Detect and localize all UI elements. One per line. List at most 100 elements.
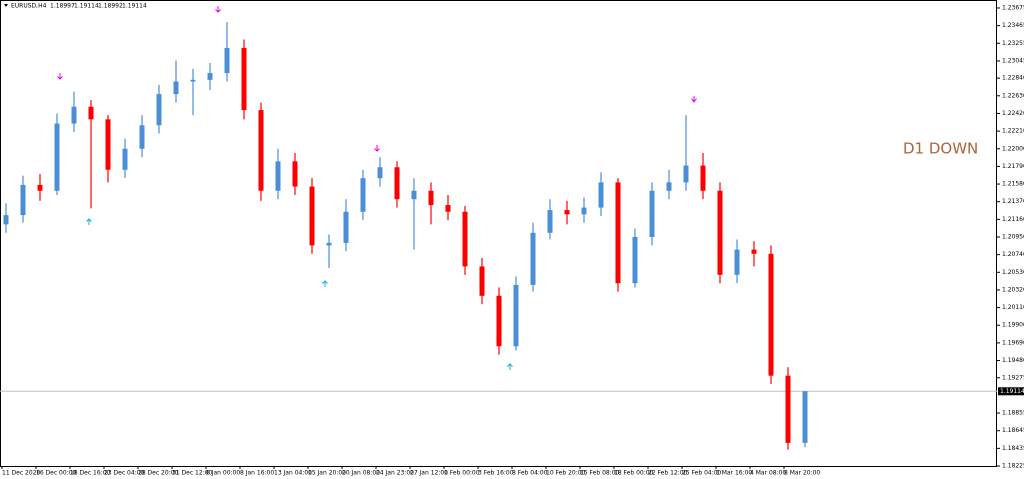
candle-body <box>105 119 111 170</box>
x-tick-label: 1 Mar 16:00 <box>716 470 752 477</box>
price-box <box>998 387 1024 396</box>
candle-body <box>513 284 519 347</box>
x-tick-label: 6 Jan 00:00 <box>206 470 240 477</box>
candle-body <box>88 106 94 120</box>
x-tick-label: 4 Mar 08:00 <box>750 470 786 477</box>
x-tick-label: 10 Feb 20:00 <box>546 470 586 477</box>
candle-body <box>700 165 706 191</box>
x-tick-label: 8 Feb 04:00 <box>512 470 548 477</box>
candle-body <box>394 167 400 200</box>
candle-body <box>530 232 536 285</box>
x-tick-label: 18 Feb 00:00 <box>614 470 654 477</box>
x-tick-label: 27 Jan 12:00 <box>410 470 448 477</box>
plot-frame <box>0 0 997 467</box>
y-tick-label: 1.18435 <box>1002 445 1024 452</box>
candle-body <box>479 266 485 296</box>
y-tick-label: 1.20740 <box>1002 251 1024 258</box>
sell-arrow <box>374 145 380 152</box>
x-tick-label: 22 Feb 12:00 <box>648 470 688 477</box>
y-tick-label: 1.20530 <box>1002 269 1024 276</box>
candle-body <box>54 123 60 191</box>
candle-body <box>241 47 247 111</box>
annotation: D1 DOWN <box>903 140 978 158</box>
y-tick-label: 1.18645 <box>1002 427 1024 434</box>
candle-body <box>343 211 349 243</box>
candle-body <box>173 81 179 95</box>
candle-body <box>258 110 264 191</box>
x-tick-label: 16 Dec 00:00 <box>36 470 77 477</box>
candle-body <box>292 161 298 187</box>
candle-body <box>411 190 417 200</box>
candle-body <box>462 211 468 267</box>
y-tick-label: 1.22000 <box>1002 145 1024 152</box>
x-tick-label: 25 Feb 04:00 <box>682 470 722 477</box>
candle-body <box>428 190 434 206</box>
candle-body <box>190 79 196 82</box>
candle-body <box>649 190 655 237</box>
y-tick-label: 1.18855 <box>1002 410 1024 417</box>
candle-body <box>751 249 757 254</box>
buy-arrow <box>507 363 513 370</box>
y-tick-label: 1.19900 <box>1002 322 1024 329</box>
buy-arrow <box>86 218 92 225</box>
candle-body <box>309 186 315 246</box>
x-tick-label: 13 Jan 04:00 <box>274 470 312 477</box>
y-tick-label: 1.22420 <box>1002 110 1024 117</box>
x-tick-label: 31 Dec 12:00 <box>172 470 213 477</box>
candle-body <box>224 47 230 74</box>
y-tick-label: 1.23255 <box>1002 40 1024 47</box>
candle-body <box>326 242 332 246</box>
x-tick-label: 15 Jan 20:00 <box>308 470 346 477</box>
header-value: 1.18997 <box>50 3 75 10</box>
candle-body <box>785 375 791 443</box>
candle-body <box>802 391 808 443</box>
x-tick-label: 3 Feb 16:00 <box>478 470 514 477</box>
y-tick-label: 1.21160 <box>1002 216 1024 223</box>
candle-body <box>20 184 26 216</box>
candle-body <box>734 249 740 275</box>
candle-body <box>768 253 774 376</box>
y-tick-label: 1.18225 <box>1002 463 1024 470</box>
candle-body <box>717 190 723 275</box>
x-tick-label: 20 Jan 08:00 <box>342 470 380 477</box>
candle-body <box>3 215 9 225</box>
y-tick-label: 1.23465 <box>1002 22 1024 29</box>
candle-body <box>377 167 383 179</box>
signals <box>57 6 697 370</box>
header-value: 1.19114 <box>122 3 147 10</box>
y-tick-label: 1.23675 <box>1002 4 1024 11</box>
y-tick-label: 1.20110 <box>1002 304 1024 311</box>
y-tick-label: 1.22630 <box>1002 92 1024 99</box>
symbol-title: EURUSD,H4 <box>11 3 47 10</box>
candle-body <box>122 148 128 170</box>
header-value: 1.19114 <box>74 3 99 10</box>
candle-body <box>37 184 43 191</box>
candle-body <box>632 236 638 284</box>
candle-body <box>547 210 553 233</box>
candle-body <box>496 295 502 347</box>
y-tick-label: 1.21790 <box>1002 163 1024 170</box>
candle-body <box>581 207 587 215</box>
candle-body <box>360 178 366 212</box>
y-tick-label: 1.22840 <box>1002 75 1024 82</box>
candle-body <box>445 205 451 212</box>
sell-arrow <box>691 96 697 103</box>
buy-arrow <box>322 280 328 287</box>
candle-body <box>275 161 281 191</box>
price-label: 1.19114 <box>1000 388 1024 395</box>
y-tick-label: 1.19275 <box>1002 374 1024 381</box>
x-tick-label: 28 Dec 20:00 <box>138 470 179 477</box>
sell-arrow <box>57 73 63 80</box>
candle-body <box>683 165 689 183</box>
candle-body <box>666 182 672 191</box>
y-tick-label: 1.20950 <box>1002 233 1024 240</box>
x-tick-label: 15 Feb 08:00 <box>580 470 620 477</box>
y-tick-label: 1.21370 <box>1002 198 1024 205</box>
menu-icon[interactable] <box>4 4 8 7</box>
y-tick-label: 1.20320 <box>1002 286 1024 293</box>
candle-body <box>615 182 621 284</box>
x-tick-label: 18 Dec 16:00 <box>70 470 111 477</box>
sell-arrow <box>215 6 221 13</box>
x-tick-label: 8 Jan 16:00 <box>240 470 274 477</box>
candle-body <box>156 94 162 126</box>
